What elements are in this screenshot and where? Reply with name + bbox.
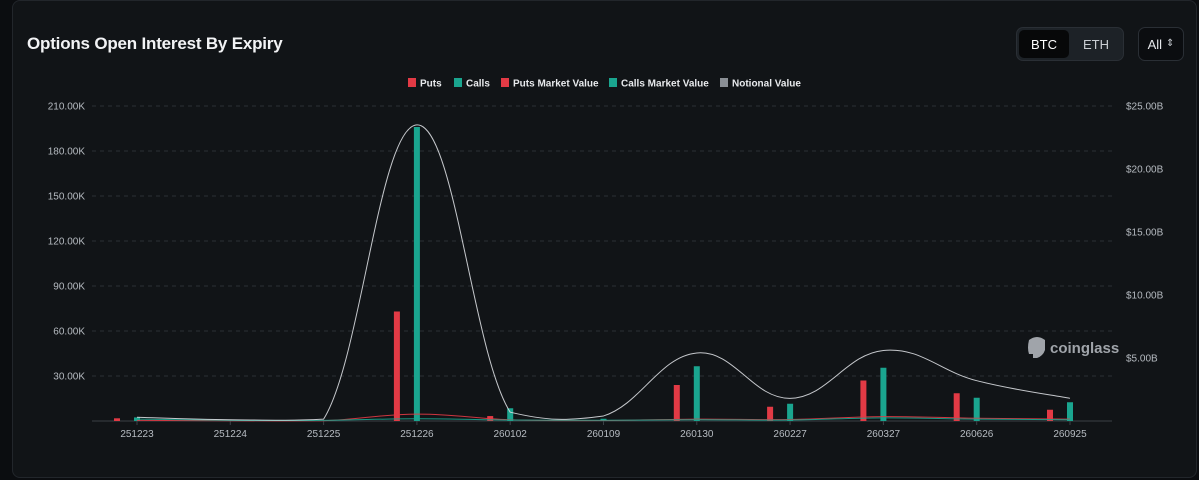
bar-calls-260925 bbox=[1067, 402, 1073, 421]
x-tick-label: 260109 bbox=[587, 429, 621, 440]
bar-calls-260102 bbox=[507, 408, 514, 421]
legend-label-2: Puts Market Value bbox=[513, 79, 599, 90]
bar-calls-260327 bbox=[880, 367, 887, 421]
y-right-tick-label: $15.00B bbox=[1126, 228, 1164, 239]
watermark-text: coinglass bbox=[1050, 340, 1119, 357]
bar-calls-260130 bbox=[693, 366, 700, 421]
legend-label-1: Calls bbox=[466, 79, 490, 90]
coin-toggle: BTC ETH bbox=[1016, 27, 1124, 61]
legend-swatch-3 bbox=[609, 78, 617, 87]
x-tick-label: 251223 bbox=[120, 429, 154, 440]
legend-label-0: Puts bbox=[420, 79, 442, 90]
legend-swatch-1 bbox=[454, 78, 462, 87]
bar-puts-260925 bbox=[1047, 409, 1053, 421]
coin-btn-btc[interactable]: BTC bbox=[1019, 30, 1069, 58]
range-select-value: All bbox=[1147, 36, 1163, 52]
range-select[interactable]: All ⇕ bbox=[1138, 27, 1184, 61]
x-tick-label: 260327 bbox=[867, 429, 901, 440]
y-left-tick-label: 210.00K bbox=[48, 102, 86, 113]
chevron-up-down-icon: ⇕ bbox=[1166, 38, 1175, 49]
bar-puts-260130 bbox=[673, 385, 680, 421]
y-right-tick-label: $25.00B bbox=[1126, 102, 1164, 113]
x-tick-label: 260626 bbox=[960, 429, 994, 440]
bar-puts-251223 bbox=[114, 418, 120, 421]
y-right-tick-label: $5.00B bbox=[1126, 354, 1158, 365]
chart-title: Options Open Interest By Expiry bbox=[27, 34, 283, 53]
line-calls-market-value bbox=[136, 417, 1071, 422]
bar-puts-251226 bbox=[393, 311, 400, 421]
x-tick-label: 260102 bbox=[494, 429, 528, 440]
y-left-tick-label: 90.00K bbox=[53, 282, 85, 293]
y-left-tick-label: 30.00K bbox=[53, 372, 85, 383]
legend-swatch-2 bbox=[501, 78, 509, 87]
legend-label-3: Calls Market Value bbox=[621, 79, 709, 90]
bar-puts-260626 bbox=[953, 393, 960, 421]
legend-swatch-0 bbox=[408, 78, 416, 87]
x-tick-label: 260925 bbox=[1053, 429, 1087, 440]
x-tick-label: 251226 bbox=[400, 429, 434, 440]
x-tick-label: 251225 bbox=[307, 429, 341, 440]
coinglass-logo-icon bbox=[1028, 337, 1045, 358]
bar-calls-251226 bbox=[413, 127, 420, 421]
x-tick-label: 260130 bbox=[680, 429, 714, 440]
y-left-tick-label: 150.00K bbox=[48, 192, 86, 203]
y-right-tick-label: $20.00B bbox=[1126, 165, 1164, 176]
line-notional-value bbox=[136, 124, 1071, 421]
chart-card: Options Open Interest By Expiry BTC ETH … bbox=[12, 0, 1197, 478]
y-right-tick-label: $10.00B bbox=[1126, 291, 1164, 302]
bar-calls-260626 bbox=[973, 397, 980, 421]
y-left-tick-label: 180.00K bbox=[48, 147, 86, 158]
y-left-tick-label: 120.00K bbox=[48, 237, 86, 248]
bar-puts-260327 bbox=[860, 380, 867, 421]
x-tick-label: 260227 bbox=[773, 429, 807, 440]
bar-calls-260227 bbox=[787, 403, 794, 421]
coinglass-watermark: coinglass bbox=[1028, 337, 1119, 358]
coin-btn-eth[interactable]: ETH bbox=[1083, 36, 1109, 52]
legend-label-4: Notional Value bbox=[732, 79, 801, 90]
legend-swatch-4 bbox=[720, 78, 728, 87]
x-tick-label: 251224 bbox=[214, 429, 248, 440]
y-left-tick-label: 60.00K bbox=[53, 327, 85, 338]
bar-puts-260227 bbox=[767, 406, 774, 421]
